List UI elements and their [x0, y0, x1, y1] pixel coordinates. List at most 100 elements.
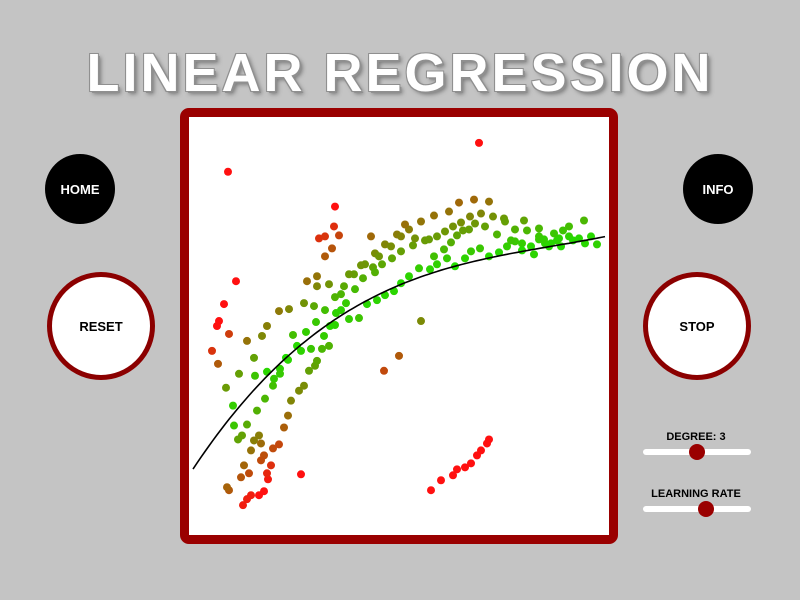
data-point: [321, 232, 329, 241]
data-point: [457, 218, 465, 227]
data-point: [312, 318, 320, 327]
data-point: [261, 394, 269, 403]
data-point: [247, 446, 255, 455]
data-point: [258, 331, 266, 340]
data-point: [232, 277, 240, 286]
data-point: [340, 282, 348, 291]
data-point: [321, 252, 329, 261]
scatter-plot[interactable]: [189, 117, 609, 535]
page-title: LINEAR REGRESSION: [86, 43, 714, 103]
data-point: [280, 423, 288, 432]
data-point: [540, 235, 548, 244]
data-point: [253, 406, 261, 415]
stop-button[interactable]: STOP: [643, 272, 751, 380]
data-point: [214, 359, 222, 368]
data-point: [305, 366, 313, 375]
data-point: [330, 222, 338, 231]
data-point: [229, 401, 237, 410]
data-point: [476, 244, 484, 253]
data-point: [325, 280, 333, 289]
data-point: [495, 248, 503, 257]
data-point: [459, 226, 467, 235]
data-point: [230, 421, 238, 430]
data-point: [342, 299, 350, 308]
data-point: [263, 322, 271, 330]
data-point: [251, 371, 259, 380]
data-point: [467, 247, 475, 256]
data-point: [489, 212, 497, 221]
data-point: [240, 461, 248, 470]
data-point: [425, 235, 433, 244]
data-point: [325, 341, 333, 350]
data-point: [270, 374, 278, 383]
data-point: [267, 461, 275, 470]
data-point: [553, 236, 561, 245]
data-point: [289, 330, 297, 339]
data-point: [373, 296, 381, 305]
data-point: [247, 491, 255, 500]
data-point: [466, 212, 474, 221]
data-point: [355, 314, 363, 323]
data-point: [593, 240, 601, 249]
data-point: [310, 302, 318, 311]
data-point: [520, 216, 528, 225]
data-point: [257, 439, 265, 448]
data-point: [411, 234, 419, 243]
data-point: [481, 222, 489, 231]
data-point: [315, 234, 323, 243]
data-point: [220, 300, 228, 309]
data-point: [238, 431, 246, 440]
data-point: [284, 411, 292, 420]
data-point: [263, 469, 271, 478]
data-point: [331, 202, 339, 211]
data-point: [559, 226, 567, 235]
data-point: [449, 471, 457, 480]
learning-rate-slider-knob[interactable]: [697, 501, 714, 517]
data-point: [335, 231, 343, 240]
data-point: [378, 260, 386, 269]
data-point: [401, 220, 409, 229]
data-point: [527, 242, 535, 251]
data-point: [503, 242, 511, 251]
data-point: [453, 465, 461, 474]
data-point: [433, 232, 441, 241]
degree-slider[interactable]: [643, 444, 751, 460]
data-point: [313, 282, 321, 291]
data-point: [307, 344, 315, 353]
home-button[interactable]: HOME: [45, 154, 115, 224]
data-point: [477, 446, 485, 455]
data-point: [535, 224, 543, 233]
data-point: [213, 322, 221, 330]
degree-slider-knob[interactable]: [689, 444, 705, 460]
data-point: [455, 198, 463, 207]
data-point: [264, 475, 272, 484]
data-point: [260, 487, 268, 496]
info-button[interactable]: INFO: [683, 154, 753, 224]
learning-rate-slider[interactable]: [643, 501, 751, 517]
data-point: [493, 230, 501, 239]
regression-curve: [192, 235, 606, 470]
data-point: [237, 473, 245, 482]
data-point: [257, 456, 265, 465]
data-point: [313, 356, 321, 365]
plot-canvas[interactable]: [180, 108, 618, 544]
data-point: [426, 265, 434, 274]
data-point: [427, 486, 435, 495]
data-point: [345, 315, 353, 324]
data-point: [381, 240, 389, 249]
data-point: [243, 420, 251, 429]
data-point: [461, 463, 469, 472]
data-point: [208, 346, 216, 355]
data-point: [477, 209, 485, 218]
data-point: [397, 232, 405, 241]
data-point: [245, 469, 253, 478]
data-point: [387, 242, 395, 251]
data-point: [475, 138, 483, 147]
reset-button[interactable]: RESET: [47, 272, 155, 380]
data-point: [409, 241, 417, 250]
data-point: [470, 195, 478, 204]
data-point: [250, 353, 258, 362]
data-point: [405, 272, 413, 281]
data-point: [295, 386, 303, 395]
data-point: [328, 244, 336, 253]
